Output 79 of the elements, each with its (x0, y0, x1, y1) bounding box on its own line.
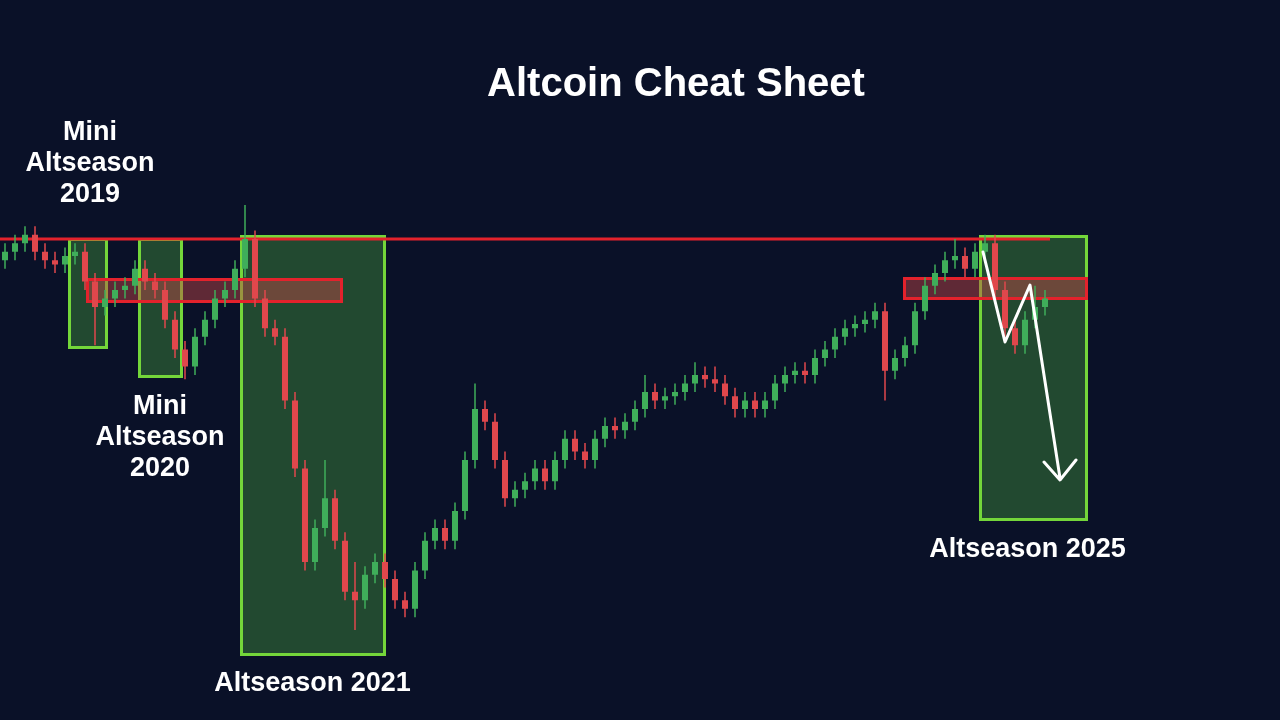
candlestick (892, 348, 898, 380)
candlestick (932, 263, 938, 295)
candlestick (122, 276, 128, 300)
candlestick (382, 552, 388, 589)
candlestick (732, 387, 738, 419)
candlestick (792, 361, 798, 385)
candlestick (402, 591, 408, 618)
candlestick (232, 259, 238, 300)
candlestick (202, 310, 208, 346)
candlestick (52, 251, 58, 274)
candlestick (562, 429, 568, 470)
candlestick (602, 416, 608, 448)
candlestick (582, 442, 588, 470)
text: Altseason 2021 (213, 667, 412, 698)
candlestick (42, 242, 48, 270)
candlestick (822, 340, 828, 368)
candlestick (842, 319, 848, 346)
candlestick (752, 391, 758, 419)
candlestick (572, 429, 578, 461)
candlestick (722, 374, 728, 406)
candlestick (352, 561, 358, 631)
annotation: Mini Altseason 2020 (94, 390, 226, 483)
candlestick (512, 480, 518, 508)
candlestick (112, 280, 118, 308)
candlestick (612, 416, 618, 440)
candlestick (692, 361, 698, 393)
candlestick (952, 238, 958, 270)
annotation: Mini Altseason 2019 (24, 116, 156, 209)
candlestick (672, 382, 678, 406)
candlestick (832, 327, 838, 359)
chart-title: Altcoin Cheat Sheet (487, 60, 865, 105)
candlestick (762, 391, 768, 419)
candlestick (522, 472, 528, 499)
candlestick (662, 387, 668, 410)
candlestick (132, 259, 138, 295)
candlestick (1012, 319, 1018, 355)
candlestick (1042, 289, 1048, 317)
candlestick (542, 459, 548, 491)
candlestick (272, 319, 278, 346)
candlestick (142, 259, 148, 291)
candlestick (702, 365, 708, 389)
candlestick (212, 289, 218, 329)
candlestick (972, 242, 978, 278)
annotation: Altseason 2025 (928, 533, 1127, 564)
candlestick (392, 569, 398, 610)
candlestick (872, 302, 878, 329)
candlestick (962, 246, 968, 278)
candlestick (72, 242, 78, 266)
candlestick (102, 289, 108, 317)
candlestick (682, 374, 688, 402)
candlestick (552, 450, 558, 491)
candlestick (632, 399, 638, 431)
candlestick (742, 391, 748, 419)
candlestick (432, 518, 438, 550)
candlestick (642, 374, 648, 419)
candlestick (712, 365, 718, 393)
candlestick (532, 459, 538, 491)
candlestick (62, 246, 68, 274)
candlestick (862, 310, 868, 334)
candlestick (372, 552, 378, 584)
candlestick (2, 242, 8, 270)
candlestick (782, 365, 788, 393)
candlestick (482, 399, 488, 431)
candlestick (12, 234, 18, 261)
candlestick (22, 225, 28, 253)
candlestick (182, 340, 188, 380)
candlestick (32, 225, 38, 261)
candlestick (812, 348, 818, 385)
candlestick (852, 314, 858, 338)
candlestick (772, 374, 778, 410)
candlestick (592, 429, 598, 470)
candlestick (622, 412, 628, 440)
candlestick (802, 361, 808, 385)
candlestick (942, 251, 948, 283)
candlestick (652, 382, 658, 410)
candlestick (902, 336, 908, 368)
candlestick (152, 272, 158, 300)
candlestick (442, 518, 448, 550)
candlestick (222, 280, 228, 308)
